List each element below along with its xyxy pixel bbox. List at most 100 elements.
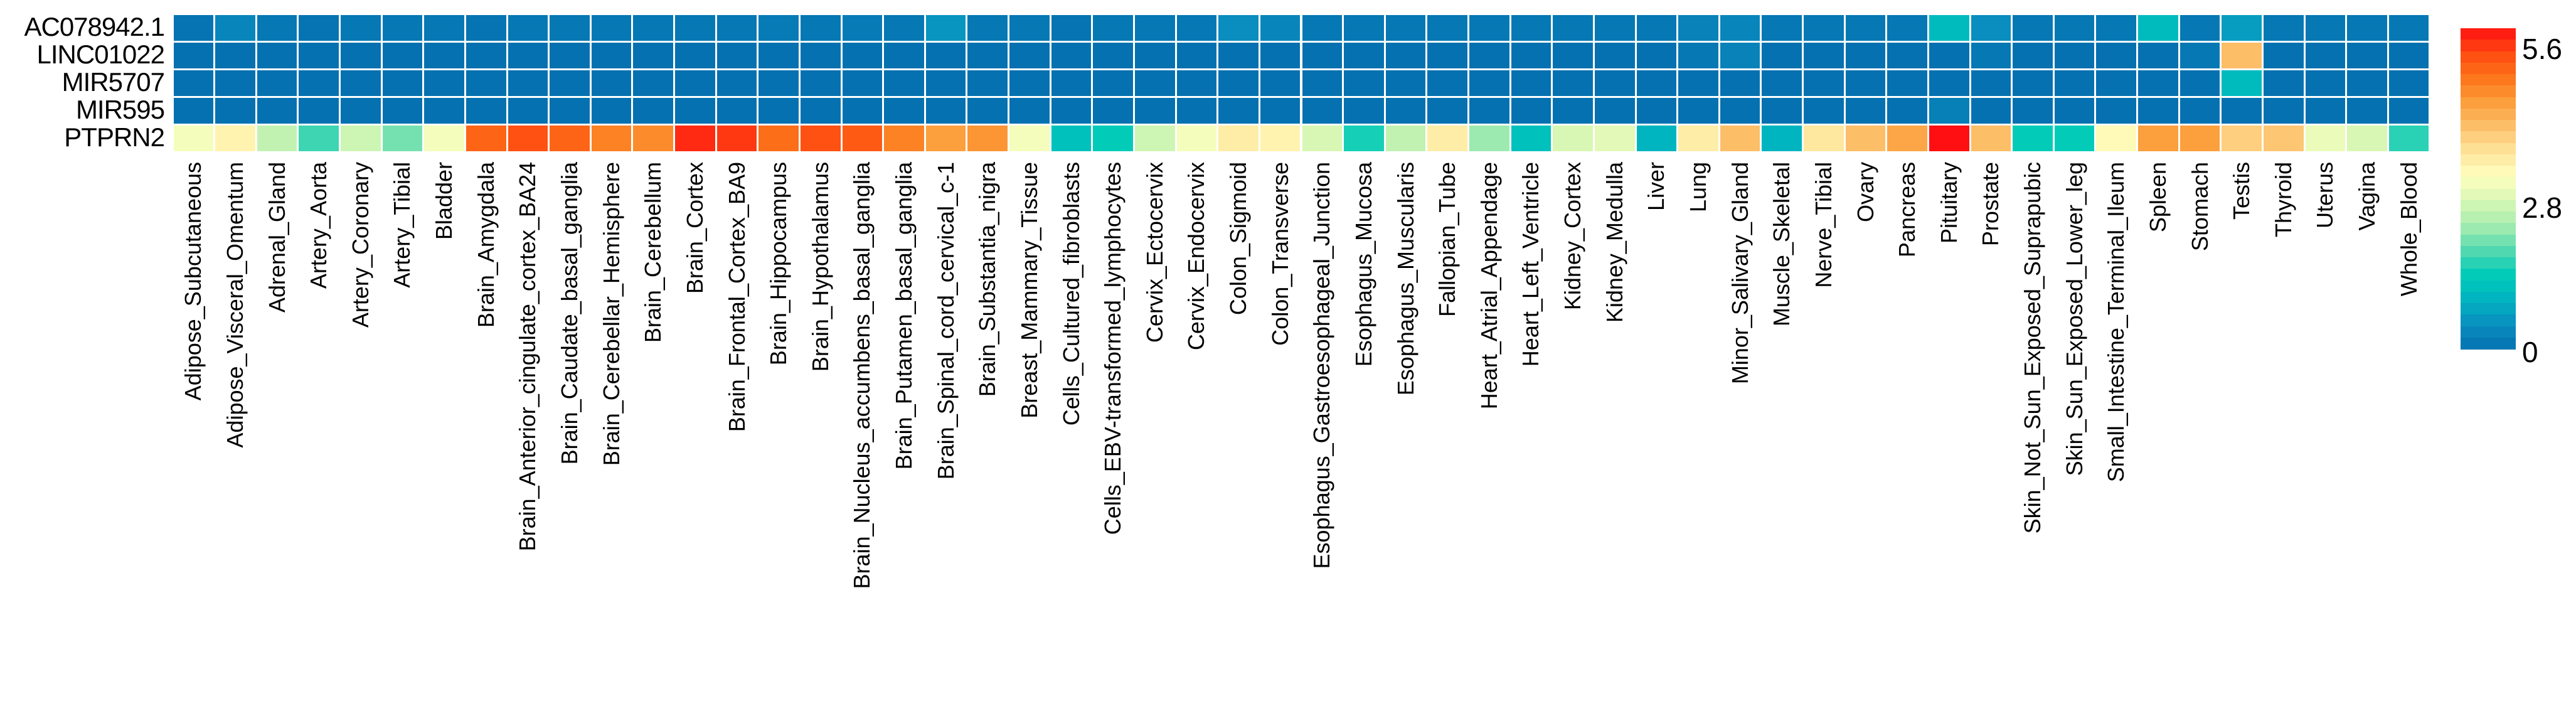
heatmap-cell xyxy=(1762,14,1802,41)
heatmap-cell xyxy=(758,14,799,41)
heatmap-cell xyxy=(1134,125,1175,151)
heatmap-cell xyxy=(1511,14,1551,41)
heatmap-cell xyxy=(1887,14,1927,41)
heatmap-cell xyxy=(257,70,297,96)
heatmap-cell xyxy=(508,42,548,68)
heatmap-cell xyxy=(1344,70,1384,96)
heatmap-cell xyxy=(2305,42,2346,68)
heatmap-cell xyxy=(2096,42,2137,68)
heatmap-cell xyxy=(1553,97,1593,124)
heatmap-cell xyxy=(2305,125,2346,151)
heatmap-cell xyxy=(508,125,548,151)
legend-mid-label: 2.8 xyxy=(2522,191,2562,224)
heatmap-cell xyxy=(1929,14,1969,41)
heatmap-cell xyxy=(1427,70,1467,96)
heatmap-cell xyxy=(800,97,841,124)
heatmap-cell xyxy=(1218,14,1259,41)
heatmap-cell xyxy=(1511,42,1551,68)
heatmap-cell xyxy=(800,125,841,151)
heatmap-cell xyxy=(1804,125,1844,151)
heatmap-cell xyxy=(925,70,966,96)
heatmap-cell xyxy=(2222,14,2262,41)
heatmap-cell xyxy=(2054,97,2095,124)
legend-swatch xyxy=(2461,245,2516,258)
heatmap-cell xyxy=(675,97,715,124)
heatmap-cell xyxy=(215,70,255,96)
heatmap-cell xyxy=(341,125,381,151)
heatmap-cell xyxy=(2347,125,2387,151)
column-label: Heart_Atrial_Appendage xyxy=(1476,162,1502,410)
column-label: Testis xyxy=(2228,162,2255,220)
heatmap-cell xyxy=(382,125,423,151)
heatmap-cell xyxy=(1260,97,1301,124)
column-label: Brain_Frontal_Cortex_BA9 xyxy=(723,162,750,432)
heatmap-cell xyxy=(1385,14,1426,41)
heatmap-cell xyxy=(1302,14,1343,41)
legend-swatch xyxy=(2461,291,2516,304)
heatmap-cell xyxy=(173,125,214,151)
heatmap-cell xyxy=(2179,14,2220,41)
heatmap-cell xyxy=(1093,97,1133,124)
heatmap-cell xyxy=(1093,70,1133,96)
column-label: Pancreas xyxy=(1894,162,1920,258)
column-label: Cells_Cultured_fibroblasts xyxy=(1058,162,1084,426)
heatmap-cell xyxy=(1218,70,1259,96)
heatmap-cell xyxy=(1804,97,1844,124)
heatmap-cell xyxy=(1594,42,1635,68)
heatmap-cell xyxy=(299,42,339,68)
heatmap-cell xyxy=(675,125,715,151)
heatmap-cell xyxy=(215,42,255,68)
heatmap-cell xyxy=(884,42,924,68)
heatmap-cell xyxy=(1427,125,1467,151)
heatmap-cell xyxy=(1762,125,1802,151)
column-label: Minor_Salivary_Gland xyxy=(1727,162,1753,385)
heatmap-cell xyxy=(2096,97,2137,124)
heatmap-cell xyxy=(1804,70,1844,96)
heatmap-cell xyxy=(2388,70,2429,96)
heatmap-cell xyxy=(466,125,506,151)
heatmap-cell xyxy=(1720,14,1760,41)
heatmap-cell xyxy=(1009,14,1050,41)
heatmap-cell xyxy=(257,97,297,124)
heatmap-cell xyxy=(173,14,214,41)
heatmap-cell xyxy=(716,70,757,96)
legend-swatch xyxy=(2461,51,2516,63)
heatmap-cell xyxy=(884,14,924,41)
heatmap-cell xyxy=(2305,14,2346,41)
heatmap-cell xyxy=(1511,97,1551,124)
legend-max-label: 5.6 xyxy=(2522,33,2562,65)
heatmap-cell xyxy=(1469,42,1509,68)
column-label: Brain_Hippocampus xyxy=(765,162,792,366)
heatmap-cell xyxy=(1344,42,1384,68)
heatmap-cell xyxy=(2013,14,2053,41)
heatmap-cell xyxy=(633,125,674,151)
column-label: Colon_Sigmoid xyxy=(1225,162,1252,316)
heatmap-cell xyxy=(591,42,632,68)
column-label: Bladder xyxy=(431,162,457,240)
heatmap-cell xyxy=(2054,125,2095,151)
heatmap-cell xyxy=(1929,97,1969,124)
heatmap-cell xyxy=(1344,14,1384,41)
heatmap-cell xyxy=(1845,70,1886,96)
heatmap-cell xyxy=(299,97,339,124)
heatmap-cell xyxy=(1887,70,1927,96)
heatmap-cell xyxy=(1469,125,1509,151)
heatmap-cell xyxy=(550,97,590,124)
heatmap-cell xyxy=(1260,42,1301,68)
heatmap-cell xyxy=(2347,97,2387,124)
heatmap-cell xyxy=(758,125,799,151)
legend-swatch xyxy=(2461,234,2516,247)
heatmap-cell xyxy=(1051,125,1092,151)
column-label: Brain_Hypothalamus xyxy=(807,162,833,372)
legend-swatch xyxy=(2461,177,2516,189)
heatmap-cell xyxy=(2096,125,2137,151)
heatmap-cell xyxy=(1762,97,1802,124)
heatmap-cell xyxy=(1009,42,1050,68)
heatmap-cell xyxy=(925,97,966,124)
legend-swatch xyxy=(2461,97,2516,109)
legend-swatch xyxy=(2461,223,2516,235)
heatmap-cell xyxy=(1678,42,1718,68)
heatmap-cell xyxy=(716,97,757,124)
column-label: Lung xyxy=(1685,162,1711,213)
heatmap-cell xyxy=(1845,14,1886,41)
